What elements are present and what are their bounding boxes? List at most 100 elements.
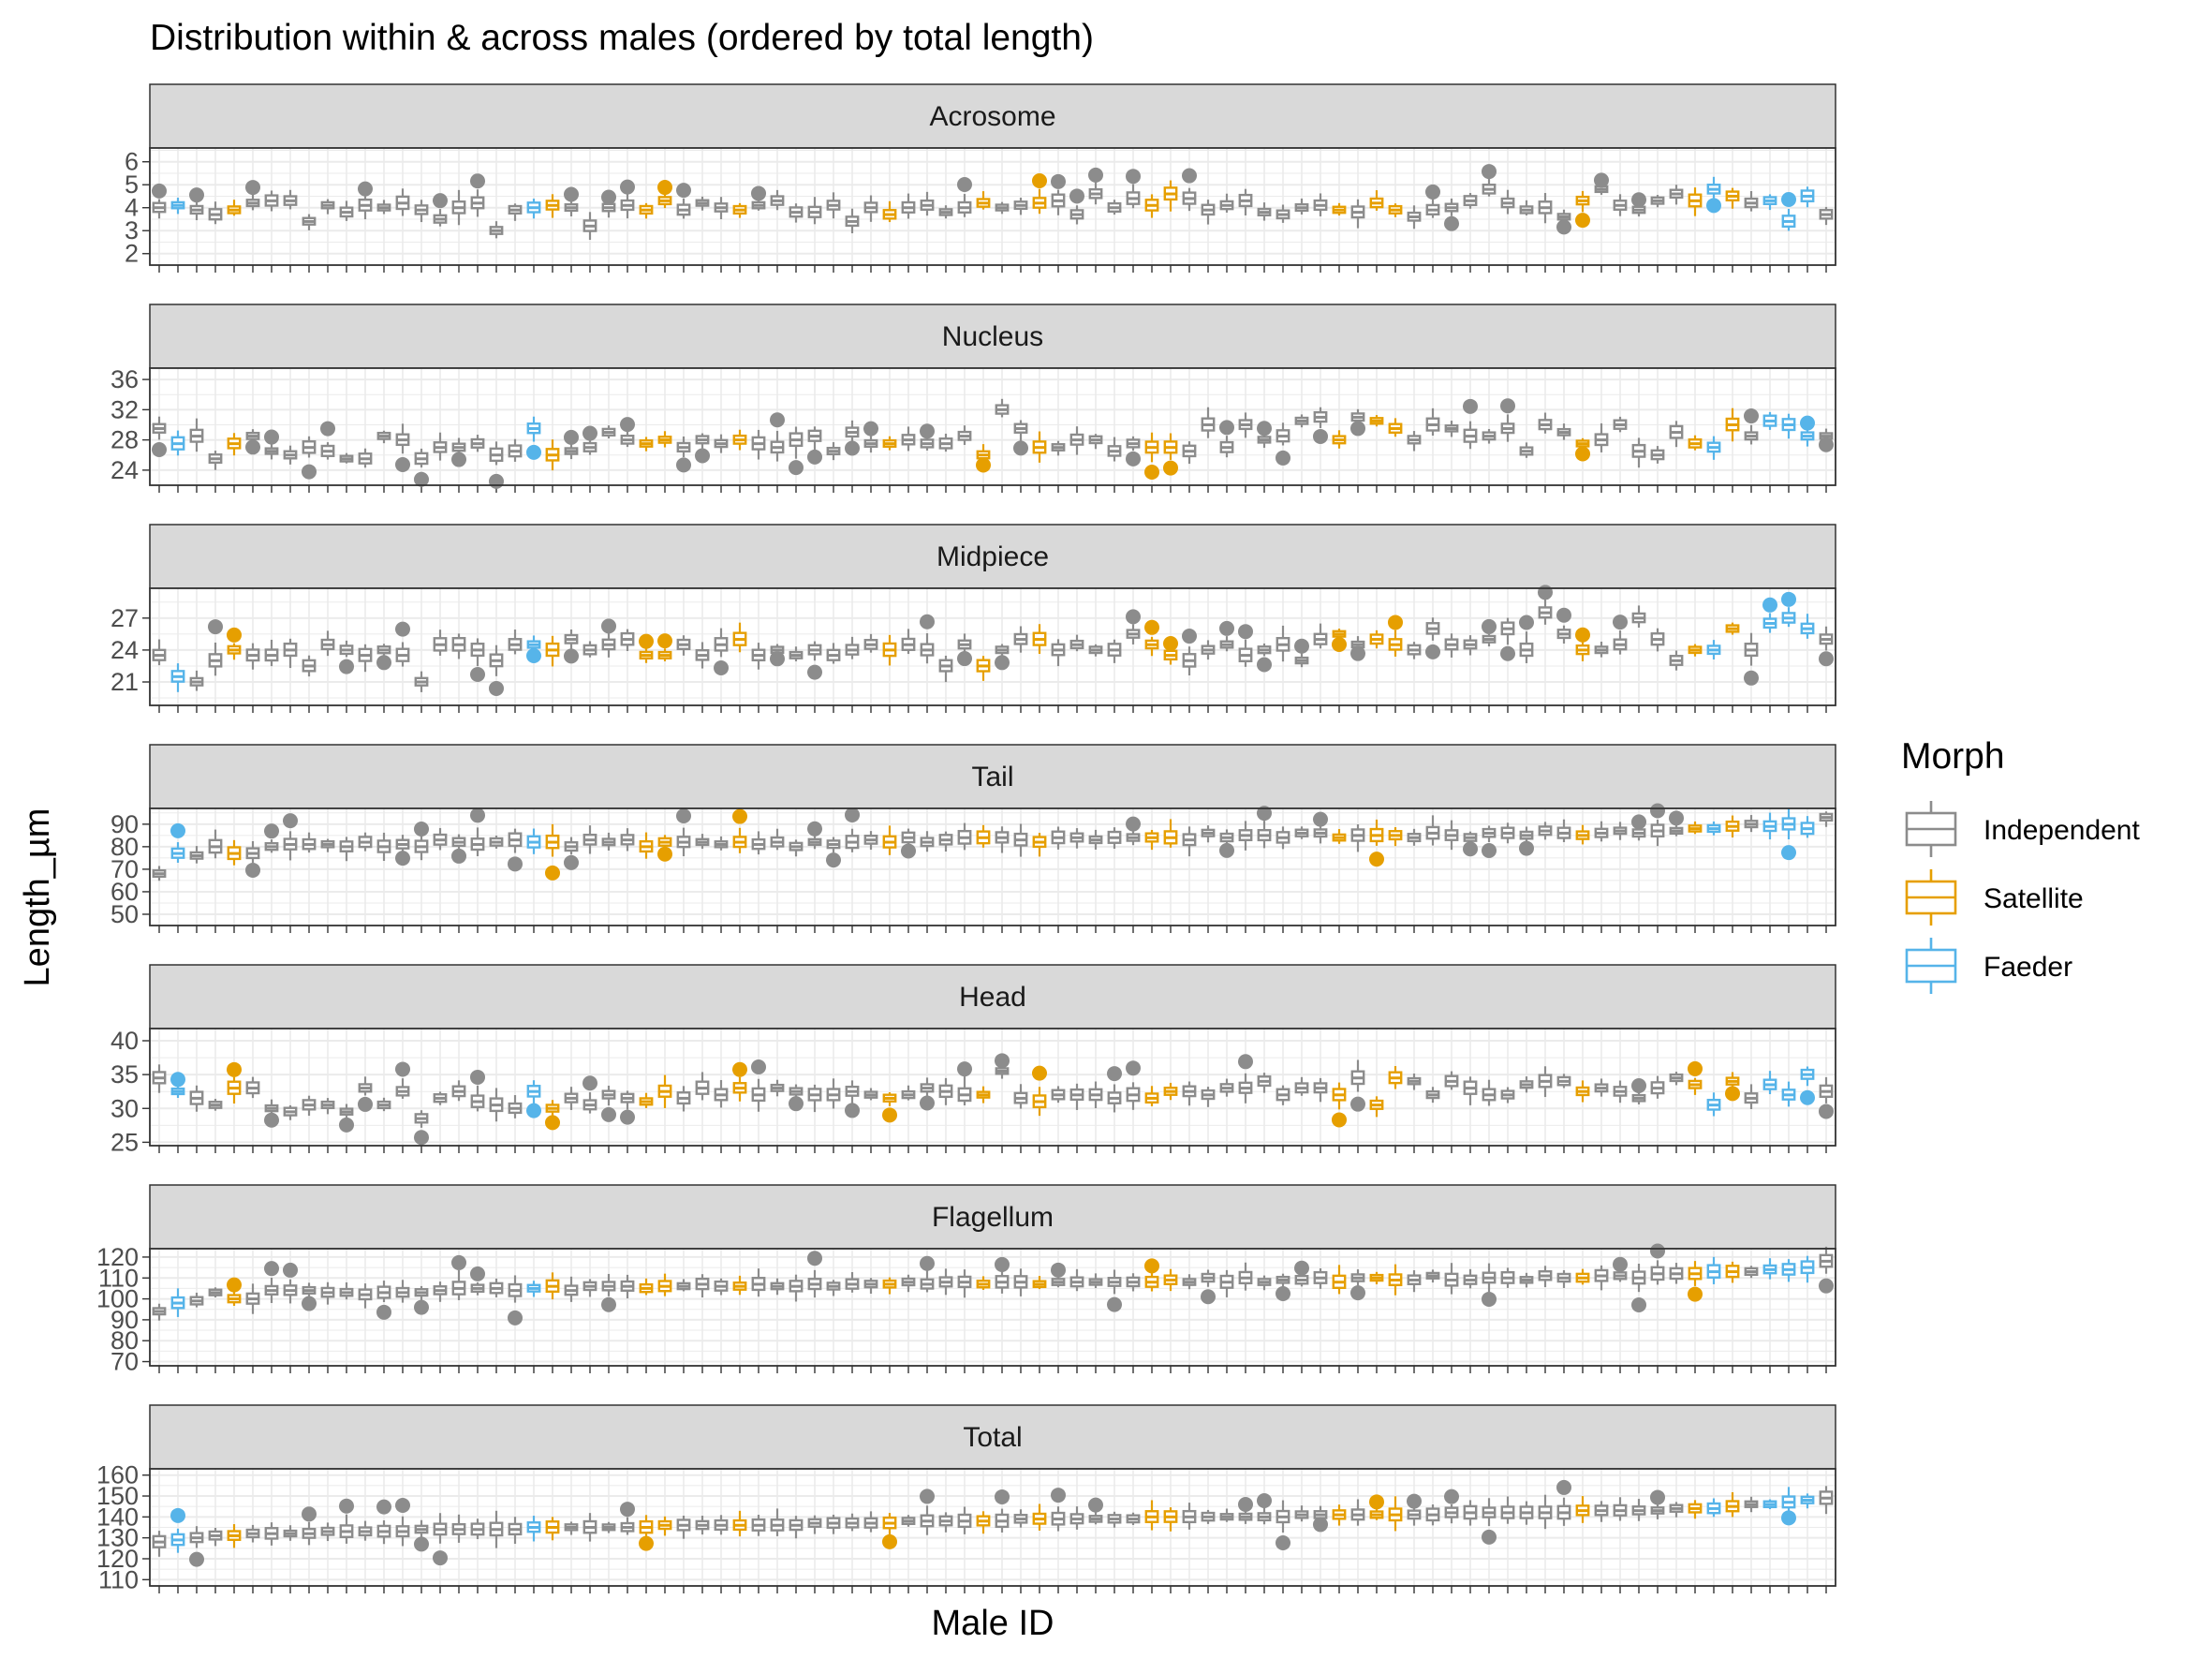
box-male-90	[1819, 1486, 1834, 1515]
box-male-12	[358, 644, 373, 673]
box-male-21	[526, 828, 541, 854]
box-male-53	[1126, 169, 1141, 209]
box-male-25	[601, 425, 616, 439]
box-male-40	[882, 825, 897, 855]
box-male-60	[1257, 1073, 1272, 1093]
box-male-62	[1294, 1505, 1309, 1522]
outlier-point	[1631, 814, 1646, 830]
box-male-36	[807, 1084, 822, 1113]
box-male-49	[1051, 173, 1066, 215]
box-male-56	[1182, 168, 1197, 212]
box-male-69	[1425, 184, 1440, 218]
box-male-19	[489, 835, 504, 849]
outlier-point	[1163, 636, 1178, 652]
box-male-55	[1163, 1268, 1178, 1292]
box-male-30	[695, 642, 710, 669]
outlier-point	[1088, 1497, 1103, 1513]
box-male-88	[1781, 413, 1796, 439]
box-male-44	[957, 1269, 972, 1298]
box-male-62	[1294, 198, 1309, 215]
y-tick-label: 70	[111, 1348, 139, 1376]
box-male-69	[1425, 1269, 1440, 1283]
box-male-46	[995, 1256, 1010, 1294]
outlier-point	[358, 1096, 373, 1112]
box-male-7	[264, 1522, 279, 1546]
box-male-75	[1538, 822, 1553, 840]
box-male-90	[1819, 811, 1834, 827]
box-male-40	[882, 200, 897, 223]
outlier-point	[1650, 1489, 1665, 1505]
y-tick-label: 3	[125, 216, 139, 244]
outlier-point	[807, 664, 822, 680]
box-male-27	[639, 202, 654, 219]
box-male-81	[1650, 195, 1665, 208]
outlier-point	[1369, 852, 1384, 867]
box-male-31	[714, 197, 729, 220]
box-male-32	[732, 1510, 747, 1537]
box-male-8	[283, 813, 298, 861]
box-male-78	[1594, 1265, 1609, 1291]
box-male-15	[414, 448, 429, 487]
box-male-48	[1032, 431, 1047, 463]
box-male-19	[489, 221, 504, 239]
box-male-45	[976, 1276, 991, 1290]
outlier-point	[170, 1507, 185, 1523]
box-male-71	[1463, 398, 1478, 450]
outlier-point	[1219, 420, 1234, 436]
outlier-point	[620, 1109, 635, 1125]
strip-label: Midpiece	[936, 541, 1049, 572]
outlier-point	[264, 1112, 279, 1128]
box-male-76	[1556, 1269, 1571, 1288]
box-male-16	[433, 827, 448, 851]
box-male-76	[1556, 607, 1571, 644]
box-male-17	[451, 189, 466, 226]
box-male-20	[508, 630, 523, 655]
outlier-point	[807, 449, 822, 465]
outlier-point	[414, 1299, 429, 1315]
outlier-point	[1257, 657, 1272, 673]
box-male-74	[1519, 1501, 1534, 1525]
box-male-85	[1725, 1491, 1740, 1518]
box-male-24	[582, 1513, 597, 1542]
y-tick-label: 27	[111, 604, 139, 632]
box-male-57	[1201, 825, 1216, 843]
box-male-1	[152, 183, 167, 219]
outlier-point	[1126, 816, 1141, 832]
box-male-37	[826, 1514, 841, 1534]
outlier-point	[957, 176, 972, 192]
y-tick-label: 100	[96, 1285, 139, 1313]
outlier-point	[1388, 615, 1403, 630]
box-male-58	[1219, 829, 1234, 858]
outlier-point	[245, 439, 260, 455]
legend-key-satellite: Satellite	[1905, 869, 2084, 926]
box-male-27	[639, 437, 654, 452]
box-male-69	[1425, 815, 1440, 846]
box-male-23	[564, 186, 579, 216]
outlier-point	[1182, 629, 1197, 644]
box-male-62	[1294, 826, 1309, 839]
box-male-40	[882, 1091, 897, 1123]
box-male-80	[1631, 1264, 1646, 1312]
outlier-point	[564, 854, 579, 870]
box-male-38	[845, 807, 860, 852]
box-male-33	[751, 831, 766, 855]
box-male-70	[1444, 633, 1459, 658]
outlier-point	[1519, 840, 1534, 856]
box-male-56	[1182, 1503, 1197, 1530]
box-male-5	[227, 200, 242, 216]
box-male-37	[826, 837, 841, 868]
box-male-67	[1388, 827, 1403, 847]
box-male-13	[376, 430, 391, 444]
box-male-23	[564, 1087, 579, 1110]
box-male-77	[1575, 437, 1590, 462]
box-male-82	[1669, 1502, 1684, 1518]
box-male-32	[732, 429, 747, 451]
box-male-14	[395, 835, 410, 867]
box-male-47	[1013, 1268, 1028, 1296]
box-male-37	[826, 442, 841, 461]
outlier-point	[451, 1254, 466, 1270]
box-male-32	[732, 622, 747, 653]
y-tick-label: 50	[111, 900, 139, 928]
box-male-72	[1482, 164, 1497, 197]
box-male-31	[714, 1278, 729, 1296]
